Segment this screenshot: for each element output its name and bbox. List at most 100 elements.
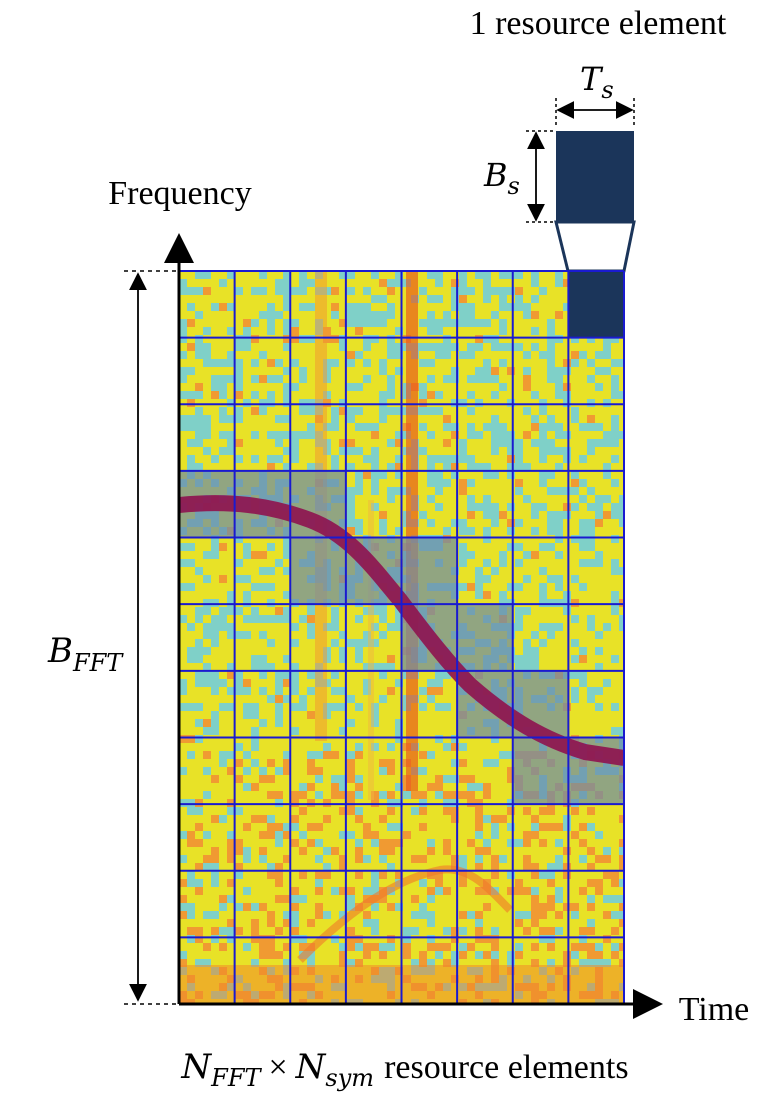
spectrogram-pixel xyxy=(187,551,195,559)
spectrogram-pixel xyxy=(579,607,587,615)
spectrogram-pixel xyxy=(531,615,539,623)
spectrogram-pixel xyxy=(523,823,531,831)
spectrogram-pixel xyxy=(563,311,571,319)
spectrogram-pixel xyxy=(307,607,315,615)
spectrogram-pixel xyxy=(243,847,251,855)
spectrogram-pixel xyxy=(467,799,475,807)
spectrogram-pixel xyxy=(411,807,419,815)
spectrogram-pixel xyxy=(427,279,435,287)
spectrogram-pixel xyxy=(283,807,291,815)
spectrogram-pixel xyxy=(491,431,499,439)
spectrogram-pixel xyxy=(251,815,259,823)
spectrogram-pixel xyxy=(459,519,467,527)
spectrogram-pixel xyxy=(379,951,387,959)
spectrogram-pixel xyxy=(331,407,339,415)
spectrogram-pixel xyxy=(531,535,539,543)
spectrogram-pixel xyxy=(451,943,459,951)
spectrogram-pixel xyxy=(571,519,579,527)
spectrogram-pixel xyxy=(299,655,307,663)
spectrogram-pixel xyxy=(483,567,491,575)
spectrogram-pixel xyxy=(371,863,379,871)
spectrogram-pixel xyxy=(235,599,243,607)
spectrogram-pixel xyxy=(467,831,475,839)
spectrogram-pixel xyxy=(595,719,603,727)
spectrogram-pixel xyxy=(483,911,491,919)
spectrogram-pixel xyxy=(195,935,203,943)
spectrogram-pixel xyxy=(595,479,603,487)
spectrogram-pixel xyxy=(347,503,355,511)
spectrogram-pixel xyxy=(227,871,235,879)
spectrogram-pixel xyxy=(571,335,579,343)
spectrogram-pixel xyxy=(515,575,523,583)
spectrogram-pixel xyxy=(227,343,235,351)
spectrogram-pixel xyxy=(195,311,203,319)
spectrogram-pixel xyxy=(307,879,315,887)
spectrogram-pixel xyxy=(595,639,603,647)
spectrogram-pixel xyxy=(491,383,499,391)
spectrogram-pixel xyxy=(355,479,363,487)
spectrogram-pixel xyxy=(299,879,307,887)
spectrogram-pixel xyxy=(515,279,523,287)
spectrogram-pixel xyxy=(563,447,571,455)
spectrogram-pixel xyxy=(563,623,571,631)
spectrogram-pixel xyxy=(299,959,307,967)
spectrogram-pixel xyxy=(315,927,323,935)
spectrogram-pixel xyxy=(451,807,459,815)
spectrogram-pixel xyxy=(227,615,235,623)
spectrogram-pixel xyxy=(579,823,587,831)
spectrogram-pixel xyxy=(499,487,507,495)
spectrogram-pixel xyxy=(611,663,619,671)
spectrogram-pixel xyxy=(299,311,307,319)
spectrogram-pixel xyxy=(275,415,283,423)
spectrogram-pixel xyxy=(243,911,251,919)
spectrogram-pixel xyxy=(563,951,571,959)
spectrogram-pixel xyxy=(595,807,603,815)
spectrogram-pixel xyxy=(195,687,203,695)
spectrogram-pixel xyxy=(331,279,339,287)
spectrogram-pixel xyxy=(579,695,587,703)
spectrogram-pixel xyxy=(491,911,499,919)
spectrogram-pixel xyxy=(467,767,475,775)
spectrogram-pixel xyxy=(491,919,499,927)
spectrogram-pixel xyxy=(235,687,243,695)
spectrogram-pixel xyxy=(195,623,203,631)
spectrogram-pixel xyxy=(179,327,187,335)
spectrogram-pixel xyxy=(475,735,483,743)
spectrogram-pixel xyxy=(315,879,323,887)
spectrogram-pixel xyxy=(219,383,227,391)
spectrogram-pixel xyxy=(587,495,595,503)
spectrogram-pixel xyxy=(539,471,547,479)
spectrogram-pixel xyxy=(267,735,275,743)
spectrogram-pixel xyxy=(187,903,195,911)
spectrogram-pixel xyxy=(435,287,443,295)
spectrogram-pixel xyxy=(547,919,555,927)
spectrogram-pixel xyxy=(203,407,211,415)
spectrogram-pixel xyxy=(587,591,595,599)
spectrogram-pixel xyxy=(195,431,203,439)
spectrogram-pixel xyxy=(283,679,291,687)
spectrogram-pixel xyxy=(251,823,259,831)
spectrogram-pixel xyxy=(579,559,587,567)
spectrogram-pixel xyxy=(355,727,363,735)
spectrogram-pixel xyxy=(435,911,443,919)
spectrogram-pixel xyxy=(267,567,275,575)
spectrogram-pixel xyxy=(531,487,539,495)
spectrogram-pixel xyxy=(459,359,467,367)
spectrogram-pixel xyxy=(507,343,515,351)
spectrogram-pixel xyxy=(339,287,347,295)
spectrogram-pixel xyxy=(595,447,603,455)
spectrogram-pixel xyxy=(291,767,299,775)
spectrogram-pixel xyxy=(611,903,619,911)
spectrogram-pixel xyxy=(507,367,515,375)
spectrogram-pixel xyxy=(587,447,595,455)
spectrogram-pixel xyxy=(411,815,419,823)
spectrogram-pixel xyxy=(395,823,403,831)
spectrogram-pixel xyxy=(259,951,267,959)
spectrogram-pixel xyxy=(579,343,587,351)
spectrogram-pixel xyxy=(451,295,459,303)
resource-element-title: 1 resource element xyxy=(470,5,727,42)
spectrogram-pixel xyxy=(203,935,211,943)
spectrogram-pixel xyxy=(475,367,483,375)
spectrogram-pixel xyxy=(331,311,339,319)
spectrogram-pixel xyxy=(499,447,507,455)
